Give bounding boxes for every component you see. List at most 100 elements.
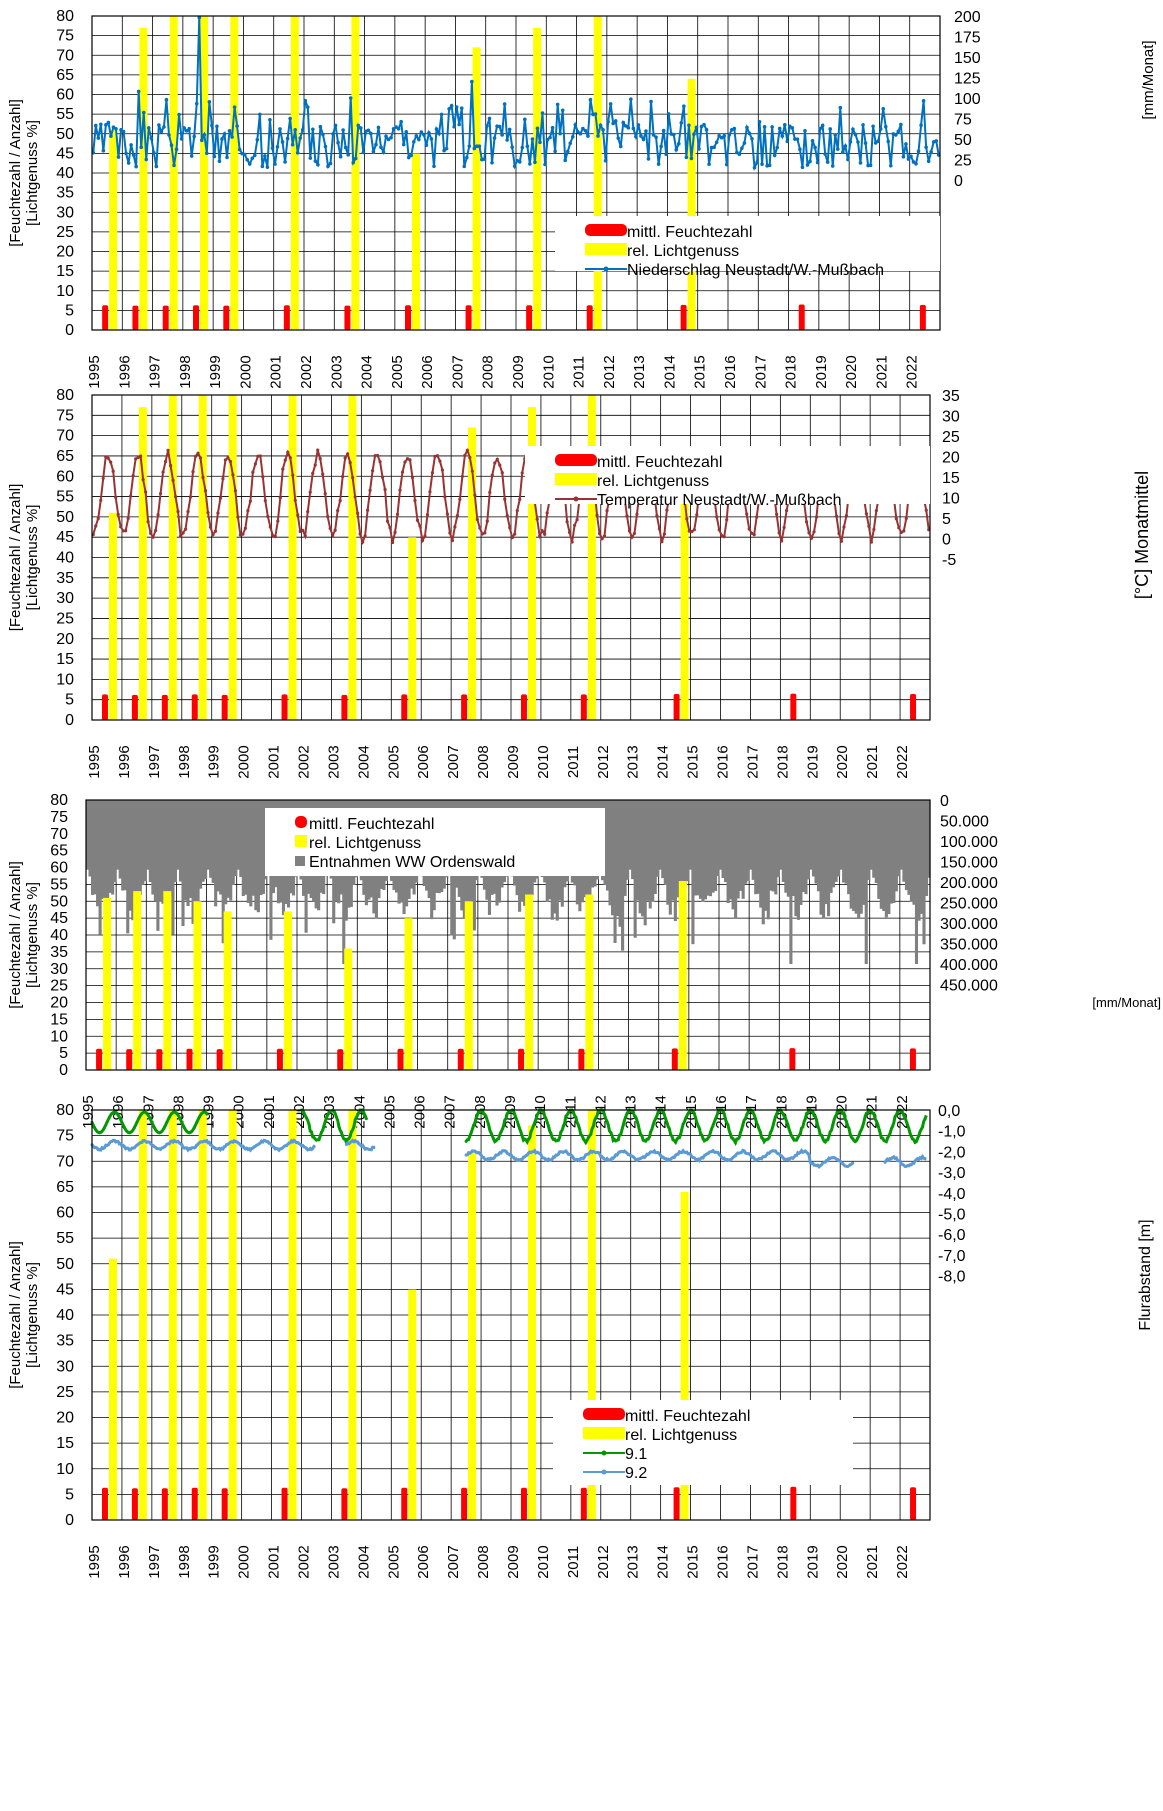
niederschlag-point bbox=[285, 136, 290, 141]
well-point bbox=[669, 1157, 673, 1161]
well-point bbox=[469, 1131, 473, 1135]
temperatur-point bbox=[149, 531, 153, 535]
niederschlag-point bbox=[901, 154, 906, 159]
well-point bbox=[574, 1115, 578, 1119]
well-point bbox=[706, 1136, 710, 1140]
feuchtezahl-bar bbox=[798, 304, 805, 330]
temperatur-point bbox=[385, 519, 390, 523]
well-point bbox=[145, 1140, 149, 1144]
well-point bbox=[327, 1111, 331, 1115]
entnahmen-column bbox=[141, 800, 145, 885]
temperatur-point bbox=[136, 455, 140, 460]
entnahmen-column bbox=[214, 800, 218, 907]
lichtgenuss-bar bbox=[288, 395, 297, 720]
niederschlag-point bbox=[255, 137, 260, 142]
well-point bbox=[601, 1156, 605, 1160]
niederschlag-point bbox=[755, 160, 759, 165]
x-tick-label: 2008 bbox=[480, 355, 497, 388]
niederschlag-point bbox=[192, 134, 197, 139]
temperatur-point bbox=[188, 495, 193, 499]
entnahmen-column bbox=[173, 800, 178, 883]
niederschlag-point bbox=[278, 127, 282, 131]
niederschlag-point bbox=[808, 159, 812, 164]
well-point bbox=[893, 1114, 897, 1118]
temperatur-point bbox=[458, 497, 462, 501]
entnahmen-column bbox=[744, 800, 748, 884]
niederschlag-point bbox=[818, 126, 822, 131]
lichtgenuss-series bbox=[108, 1110, 689, 1520]
entnahmen-column bbox=[199, 800, 203, 889]
legend-swatch-marker bbox=[601, 1469, 607, 1475]
entnahmen-column bbox=[719, 800, 723, 870]
y2-tick-label: 75 bbox=[954, 112, 972, 129]
niederschlag-point bbox=[189, 154, 194, 158]
niederschlag-point bbox=[202, 132, 207, 137]
y-tick-label: 75 bbox=[56, 28, 74, 45]
niederschlag-point bbox=[502, 102, 507, 106]
y2-tick-label: -4,0 bbox=[938, 1186, 966, 1203]
well-point bbox=[165, 1142, 169, 1146]
temperatur-point bbox=[144, 490, 148, 494]
well-point bbox=[699, 1132, 703, 1136]
plot-frame bbox=[85, 799, 931, 1071]
entnahmen-column bbox=[196, 800, 200, 911]
temperatur-point bbox=[687, 529, 691, 533]
well-point bbox=[132, 1126, 136, 1130]
temperatur-point bbox=[363, 534, 367, 538]
well-point bbox=[185, 1129, 189, 1133]
x-tick-label: 2000 bbox=[237, 355, 254, 388]
niederschlag-point bbox=[252, 153, 257, 158]
lichtgenuss-bar bbox=[133, 891, 142, 1070]
temperatur-point bbox=[535, 517, 539, 521]
well-point bbox=[621, 1123, 625, 1127]
temperatur-point bbox=[256, 454, 260, 458]
entnahmen-column bbox=[96, 800, 100, 907]
well-point bbox=[816, 1163, 820, 1167]
temperatur-point bbox=[602, 534, 607, 538]
well-point bbox=[908, 1163, 912, 1167]
y-tick-label: 45 bbox=[56, 529, 74, 546]
temperatur-point bbox=[575, 518, 579, 522]
well-point bbox=[162, 1145, 166, 1149]
well-point bbox=[686, 1152, 690, 1156]
temperatur-point bbox=[99, 498, 103, 502]
niederschlag-point bbox=[871, 124, 875, 129]
niederschlag-point bbox=[735, 150, 739, 155]
lichtgenuss-bar bbox=[108, 1258, 117, 1520]
lichtgenuss-bar bbox=[139, 27, 148, 331]
feuchtezahl-bar bbox=[790, 693, 797, 720]
temperatur-point bbox=[114, 495, 118, 500]
well-point bbox=[753, 1158, 757, 1162]
niederschlag-point bbox=[250, 156, 255, 161]
well-point bbox=[681, 1122, 685, 1126]
lichtgenuss-bar bbox=[223, 911, 232, 1070]
well-point bbox=[534, 1151, 538, 1155]
niederschlag-point bbox=[828, 127, 833, 131]
feuchtezahl-bar bbox=[457, 1048, 464, 1070]
temperatur-point bbox=[543, 532, 547, 536]
well-point bbox=[514, 1157, 518, 1161]
well-point bbox=[828, 1130, 832, 1134]
x-tick-label: 1997 bbox=[146, 745, 163, 778]
entnahmen-column bbox=[91, 800, 95, 895]
x-tick-label: 1998 bbox=[176, 1545, 193, 1578]
well-point bbox=[624, 1150, 628, 1154]
y-tick-label: 10 bbox=[56, 283, 74, 300]
niederschlag-point bbox=[780, 134, 785, 138]
niederschlag-point bbox=[747, 131, 752, 136]
well-point bbox=[816, 1124, 820, 1128]
well-point bbox=[871, 1111, 875, 1115]
well-point bbox=[200, 1140, 204, 1144]
lichtgenuss-bar bbox=[351, 16, 360, 330]
niederschlag-point bbox=[629, 97, 633, 101]
entnahmen-column bbox=[251, 800, 255, 896]
niederschlag-point bbox=[434, 127, 439, 131]
well-point bbox=[200, 1111, 204, 1115]
temperatur-point bbox=[331, 533, 335, 537]
well-point bbox=[788, 1156, 792, 1160]
feuchtezahl-bar bbox=[401, 694, 408, 720]
well-point bbox=[180, 1120, 184, 1124]
niederschlag-series bbox=[91, 15, 941, 172]
well-point bbox=[743, 1117, 747, 1121]
niederschlag-point bbox=[697, 147, 701, 151]
